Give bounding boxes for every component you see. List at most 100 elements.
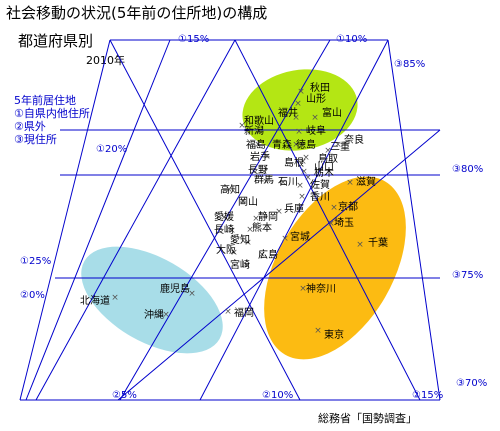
grid-line-12 xyxy=(117,129,441,401)
chart-year: 2010年 xyxy=(86,54,125,67)
point-marker: × xyxy=(255,127,263,137)
tick-label: ②10% xyxy=(262,390,293,401)
point-label: 滋賀 xyxy=(356,175,376,188)
point-label: 奈良 xyxy=(344,133,364,146)
tick-label: ②5% xyxy=(112,390,137,401)
point-marker: × xyxy=(346,178,354,188)
point-marker: × xyxy=(244,238,252,248)
point-marker: × xyxy=(299,284,307,294)
point-marker: × xyxy=(275,207,283,217)
point-label: 三重 xyxy=(330,140,350,153)
point-label: 群馬 xyxy=(254,173,274,186)
grid-line-5 xyxy=(109,39,301,401)
tick-label: ③80% xyxy=(452,164,483,175)
tick-label: ③75% xyxy=(452,270,483,281)
tick-label: ①15% xyxy=(178,34,209,45)
tick-label: ①20% xyxy=(96,144,127,155)
point-label: 長野 xyxy=(248,164,268,176)
point-label: 東京 xyxy=(324,328,344,341)
point-marker: × xyxy=(302,153,310,163)
point-marker: × xyxy=(311,113,319,123)
point-label: 宮崎 xyxy=(230,258,250,271)
point-marker: × xyxy=(304,173,312,183)
grid-line-14 xyxy=(35,39,236,401)
point-label: 愛知 xyxy=(230,233,250,246)
point-label: 岐阜 xyxy=(306,124,326,137)
point-marker: × xyxy=(300,167,308,177)
point-label: 和歌山 xyxy=(244,114,274,127)
point-marker: × xyxy=(330,203,338,213)
legend-item-1: ①自県内他住所 xyxy=(14,107,90,120)
point-label: 岡山 xyxy=(238,196,258,208)
point-label: 富山 xyxy=(322,106,342,119)
grid-line-8 xyxy=(234,39,421,401)
point-marker: × xyxy=(225,185,233,195)
tick-label: ②15% xyxy=(412,390,443,401)
grid-line-6 xyxy=(199,39,389,401)
point-label: 千葉 xyxy=(368,236,388,249)
legend-heading: 5年前居住地 xyxy=(14,94,76,107)
grid-line-13 xyxy=(119,39,331,401)
grid-line-4 xyxy=(387,39,441,401)
point-marker: × xyxy=(327,219,335,229)
point-marker: × xyxy=(224,307,232,317)
point-marker: × xyxy=(294,99,302,109)
point-marker: × xyxy=(295,127,303,137)
point-label: 鳥取 xyxy=(318,152,338,165)
point-marker: × xyxy=(292,113,300,123)
point-label: 岩手 xyxy=(250,150,270,163)
point-label: 山口 xyxy=(314,161,334,173)
point-label: 福島 xyxy=(246,138,266,151)
point-marker: × xyxy=(220,213,228,223)
point-label: 島根 xyxy=(284,156,304,169)
point-label: 熊本 xyxy=(252,221,272,234)
point-label: 徳島 xyxy=(296,138,316,151)
point-marker: × xyxy=(297,87,305,97)
point-marker: × xyxy=(299,157,307,167)
point-label: 兵庫 xyxy=(284,202,304,215)
point-label: 福井 xyxy=(278,106,298,119)
point-label: 愛媛 xyxy=(214,210,234,223)
point-label: 福岡 xyxy=(234,306,254,319)
point-marker: × xyxy=(356,240,364,250)
point-label: 秋田 xyxy=(310,81,330,94)
point-label: 京都 xyxy=(338,200,358,213)
point-label: 広島 xyxy=(258,248,278,261)
point-marker: × xyxy=(188,289,196,299)
chart-subtitle: 都道府県別 xyxy=(18,32,94,50)
point-marker: × xyxy=(334,140,342,150)
point-label: 石川 xyxy=(278,177,298,188)
tick-label: ③85% xyxy=(394,59,425,70)
point-marker: × xyxy=(238,121,246,131)
point-marker: × xyxy=(260,167,268,177)
point-marker: × xyxy=(324,146,332,156)
point-marker: × xyxy=(230,248,238,258)
point-marker: × xyxy=(281,234,289,244)
legend: 5年前居住地 ①自県内他住所 ②県外 ③現住所 xyxy=(14,94,90,146)
point-label: 宮城 xyxy=(290,230,310,243)
point-marker: × xyxy=(298,192,306,202)
tick-label: ③70% xyxy=(456,378,487,389)
point-label: 山形 xyxy=(306,93,326,105)
chart-title: 社会移動の状況(5年前の住所地)の構成 xyxy=(6,4,268,22)
point-label: 埼玉 xyxy=(334,216,354,229)
tick-label: ②0% xyxy=(20,290,45,301)
point-label: 大阪 xyxy=(216,243,236,256)
point-label: 鹿児島 xyxy=(160,282,190,295)
tick-label: ①10% xyxy=(336,34,367,45)
point-label: 新潟 xyxy=(244,124,264,137)
source-note: 総務省「国勢調査」 xyxy=(318,412,417,425)
cluster-orange xyxy=(264,176,406,360)
legend-item-3: ③現住所 xyxy=(14,133,57,146)
point-marker: × xyxy=(258,250,266,260)
grid-line-7 xyxy=(25,39,171,401)
point-label: 佐賀 xyxy=(310,179,330,191)
grid-line-3 xyxy=(19,39,111,401)
point-label: 北海道 xyxy=(80,294,110,307)
cluster-blue xyxy=(81,246,223,354)
point-label: 高知 xyxy=(220,183,240,196)
point-marker: × xyxy=(262,177,270,187)
legend-item-2: ②県外 xyxy=(14,120,46,133)
